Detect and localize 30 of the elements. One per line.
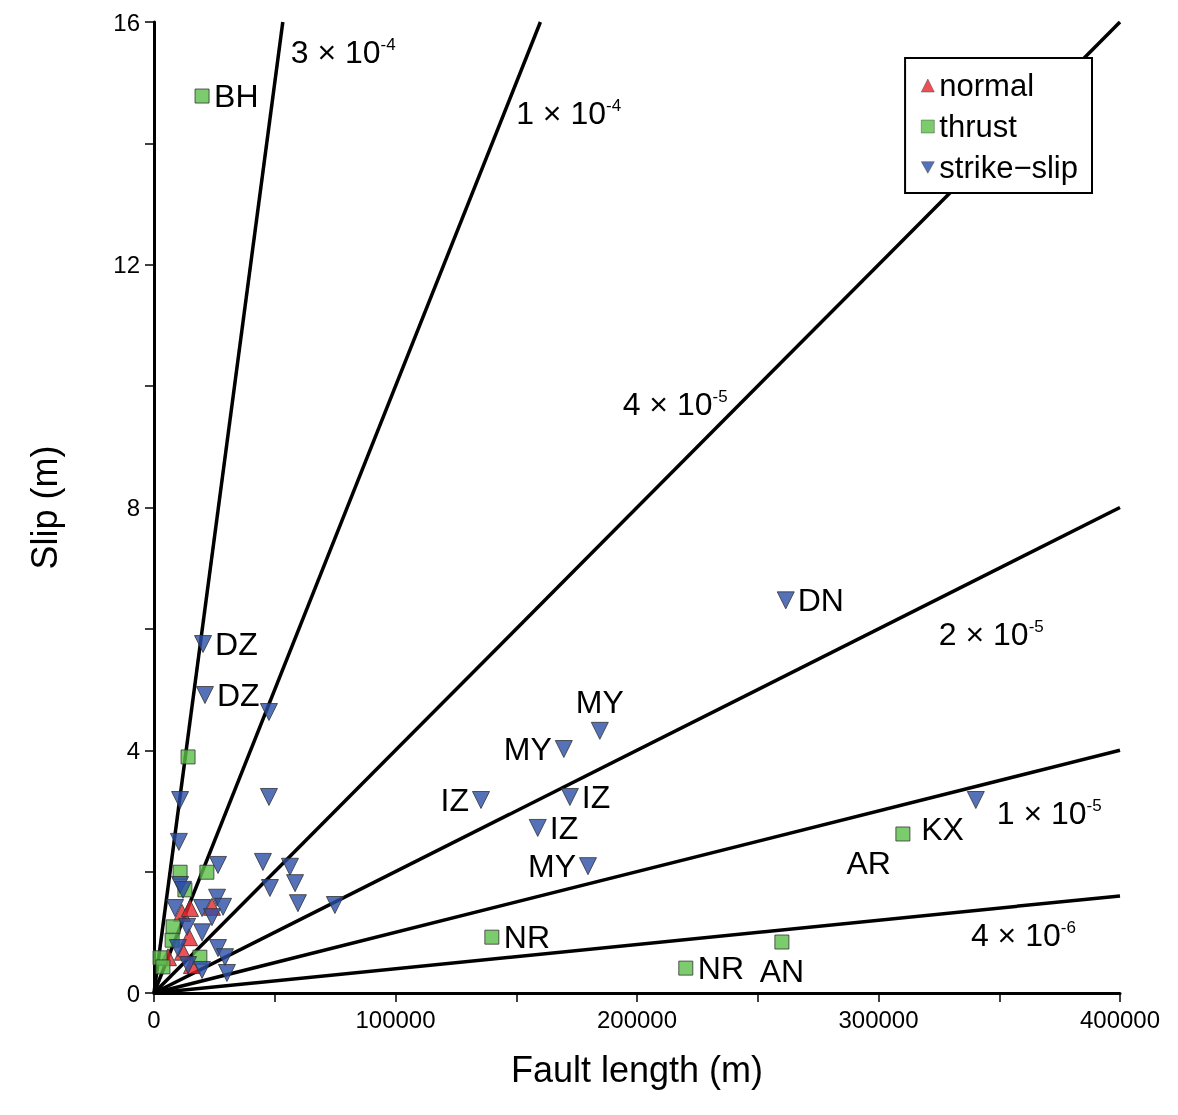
y-tick-label: 8 — [126, 494, 140, 521]
annotation: MY — [527, 848, 576, 885]
legend-label: strike−slip — [939, 150, 1078, 185]
annotation: DZ — [215, 626, 258, 663]
annotation: BH — [214, 78, 259, 115]
y-tick-label: 12 — [113, 251, 140, 279]
annotation: NR — [697, 950, 744, 987]
x-tick-label: 200000 — [596, 1005, 678, 1033]
annotation: AR — [846, 845, 891, 881]
legend-label: normal — [939, 68, 1035, 103]
annotation: IZ — [581, 778, 611, 815]
x-axis-title: Fault length (m) — [510, 1048, 764, 1090]
annotation: NR — [503, 919, 551, 956]
annotation: MY — [503, 731, 552, 768]
y-tick-label: 4 — [126, 736, 140, 764]
y-tick-label: 0 — [126, 979, 140, 1007]
annotation: KX — [921, 811, 964, 848]
legend-label: thrust — [939, 109, 1018, 144]
x-tick-label: 400000 — [1079, 1005, 1161, 1033]
annotation: IZ — [549, 809, 579, 846]
annotation: DZ — [216, 677, 260, 714]
y-tick-label: 16 — [113, 8, 140, 36]
annotation: MY — [575, 683, 624, 720]
y-axis-title: Slip (m) — [23, 445, 65, 570]
annotation: AN — [759, 953, 805, 990]
annotation: DN — [797, 582, 844, 619]
x-tick-label: 300000 — [838, 1005, 919, 1033]
x-tick-label: 100000 — [355, 1005, 436, 1033]
x-tick-label: 0 — [147, 1005, 161, 1033]
annotation: IZ — [440, 782, 469, 819]
